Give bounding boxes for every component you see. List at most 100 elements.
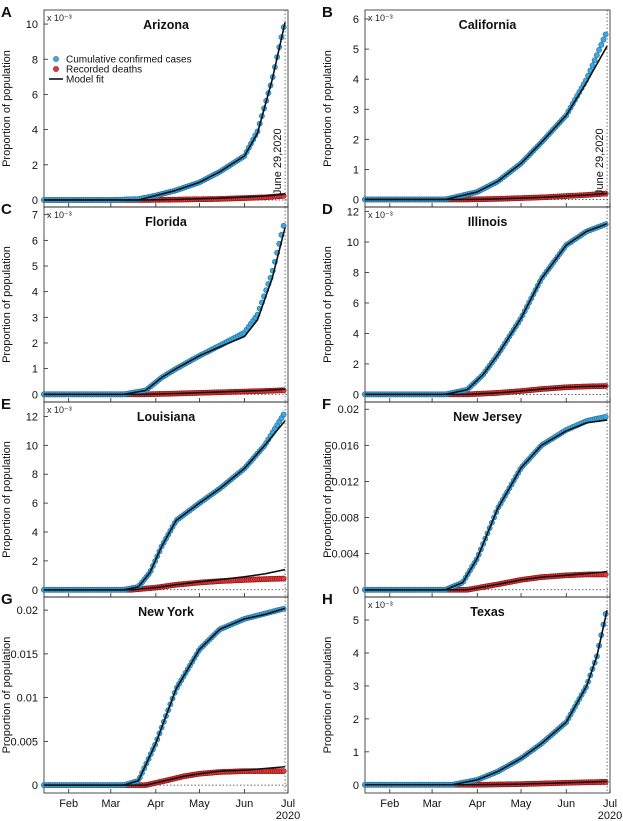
y-tick-label: 1 — [353, 747, 359, 759]
case-point — [598, 41, 605, 48]
y-tick-label: 6 — [353, 298, 359, 310]
y-axis-label: Proportion of population — [1, 246, 13, 363]
panel-h: 0 1 2 3 4 5 x 10⁻³ Texas H Proportion of populati… — [322, 591, 622, 821]
case-point — [600, 36, 607, 43]
model-fit-deaths-line — [44, 568, 286, 591]
panel-title: Louisiana — [137, 410, 196, 424]
x-tick-label: Jun — [236, 798, 254, 810]
y-tick-label: 0 — [353, 780, 359, 792]
y-tick-label: 4 — [353, 648, 359, 660]
x-tick-label: Jul — [281, 798, 295, 810]
series-confirmed-cases — [362, 611, 609, 788]
y-tick-label: 8 — [32, 469, 38, 481]
model-fit-deaths-line — [365, 780, 608, 786]
legend-cases-marker — [53, 56, 59, 62]
y-tick-label: 1 — [32, 364, 38, 376]
x-tick-label: Feb — [59, 798, 78, 810]
y-tick-label: 12 — [347, 207, 359, 219]
model-fit-deaths-line — [365, 570, 608, 591]
y-tick-label: 0.01 — [17, 693, 38, 705]
exponent-label: x 10⁻³ — [47, 210, 72, 220]
y-axis-label: Proportion of population — [322, 50, 334, 167]
y-tick-label: 0 — [32, 389, 38, 401]
y-tick-label: 10 — [26, 19, 38, 31]
y-tick-label: 4 — [32, 527, 38, 539]
death-point — [280, 387, 287, 394]
case-point — [280, 411, 287, 418]
y-tick-label: 4 — [353, 74, 359, 86]
legend-fit-label: Model fit — [66, 75, 104, 86]
panel-letter: G — [1, 591, 13, 608]
panel-title: Illinois — [468, 215, 508, 229]
panel-c: 0 1 2 3 4 5 6 7 x 10⁻³ Florida C Proportion of popu… — [1, 201, 289, 403]
y-tick-label: 3 — [353, 681, 359, 693]
panel-letter: C — [1, 201, 12, 218]
reference-date-label: June 29,2020 — [272, 128, 284, 195]
exponent-label: x 10⁻³ — [368, 210, 393, 220]
series-confirmed-cases — [362, 31, 609, 203]
y-axis-label: Proportion of population — [1, 50, 13, 167]
y-tick-label: 10 — [347, 237, 359, 249]
panel-letter: H — [322, 591, 333, 608]
y-tick-label: 3 — [32, 312, 38, 324]
model-fit-cases-line — [44, 420, 286, 591]
y-tick-label: 8 — [353, 268, 359, 280]
x-tick-label: Jul — [603, 798, 617, 810]
y-tick-label: 0 — [32, 780, 38, 792]
panel-title: California — [459, 18, 518, 32]
y-tick-label: 0.004 — [331, 549, 359, 561]
y-tick-label: 0.008 — [331, 513, 359, 525]
y-tick-label: 8 — [32, 54, 38, 66]
series-confirmed-cases — [362, 413, 609, 593]
x-tick-label: Mar — [101, 798, 120, 810]
death-point — [280, 768, 287, 775]
model-fit-cases-line — [365, 419, 608, 591]
y-tick-label: 4 — [32, 125, 38, 137]
x-tick-label: Feb — [380, 798, 399, 810]
series-confirmed-cases — [41, 24, 287, 203]
y-tick-label: 6 — [32, 89, 38, 101]
y-tick-label: 2 — [32, 160, 38, 172]
y-axis-label: Proportion of population — [322, 637, 334, 754]
legend-deaths-marker — [53, 66, 59, 72]
x-tick-label: Jun — [557, 798, 575, 810]
y-tick-label: 6 — [32, 235, 38, 247]
y-tick-label: 2 — [32, 338, 38, 350]
series-confirmed-cases — [41, 222, 287, 398]
y-tick-label: 10 — [26, 440, 38, 452]
panel-g: 0 0.005 0.01 0.015 0.02 New York G Proportion o… — [1, 591, 300, 821]
case-point — [591, 57, 598, 64]
plot-frame — [43, 9, 289, 208]
y-tick-label: 1 — [353, 164, 359, 176]
y-tick-label: 5 — [353, 44, 359, 56]
legend-deaths-label: Recorded deaths — [66, 65, 142, 76]
y-tick-label: 3 — [353, 104, 359, 116]
plot-frame — [43, 401, 289, 598]
panel-a: 0 2 4 6 8 10 x 10⁻³ Arizona A Proportion of popul… — [1, 4, 289, 208]
y-tick-label: 5 — [32, 261, 38, 273]
model-fit-deaths-line — [365, 385, 608, 396]
x-tick-label: Apr — [147, 798, 164, 810]
panel-f: 0 0.004 0.008 0.012 0.016 0.02 New Jersey F Prop… — [322, 396, 611, 598]
y-axis-label: Proportion of population — [322, 246, 334, 363]
y-tick-label: 6 — [353, 14, 359, 26]
y-tick-label: 0.005 — [10, 736, 38, 748]
case-point — [589, 62, 596, 69]
model-fit-cases-line — [44, 227, 286, 396]
y-tick-label: 12 — [26, 411, 38, 423]
series-confirmed-cases — [41, 411, 287, 593]
y-tick-label: 0 — [32, 585, 38, 597]
y-tick-label: 2 — [353, 714, 359, 726]
case-point — [602, 413, 609, 420]
model-fit-cases-line — [365, 610, 608, 786]
panel-d: 0 2 4 6 8 10 12 x 10⁻³ Illinois D Proportion of po… — [322, 201, 611, 403]
case-point — [602, 31, 609, 38]
model-fit-cases-line — [44, 22, 286, 201]
model-fit-cases-line — [44, 607, 286, 786]
case-point — [280, 222, 287, 229]
panel-letter: F — [322, 396, 331, 413]
plot-frame — [43, 596, 289, 794]
death-point — [280, 575, 287, 582]
model-fit-cases-line — [365, 45, 608, 201]
